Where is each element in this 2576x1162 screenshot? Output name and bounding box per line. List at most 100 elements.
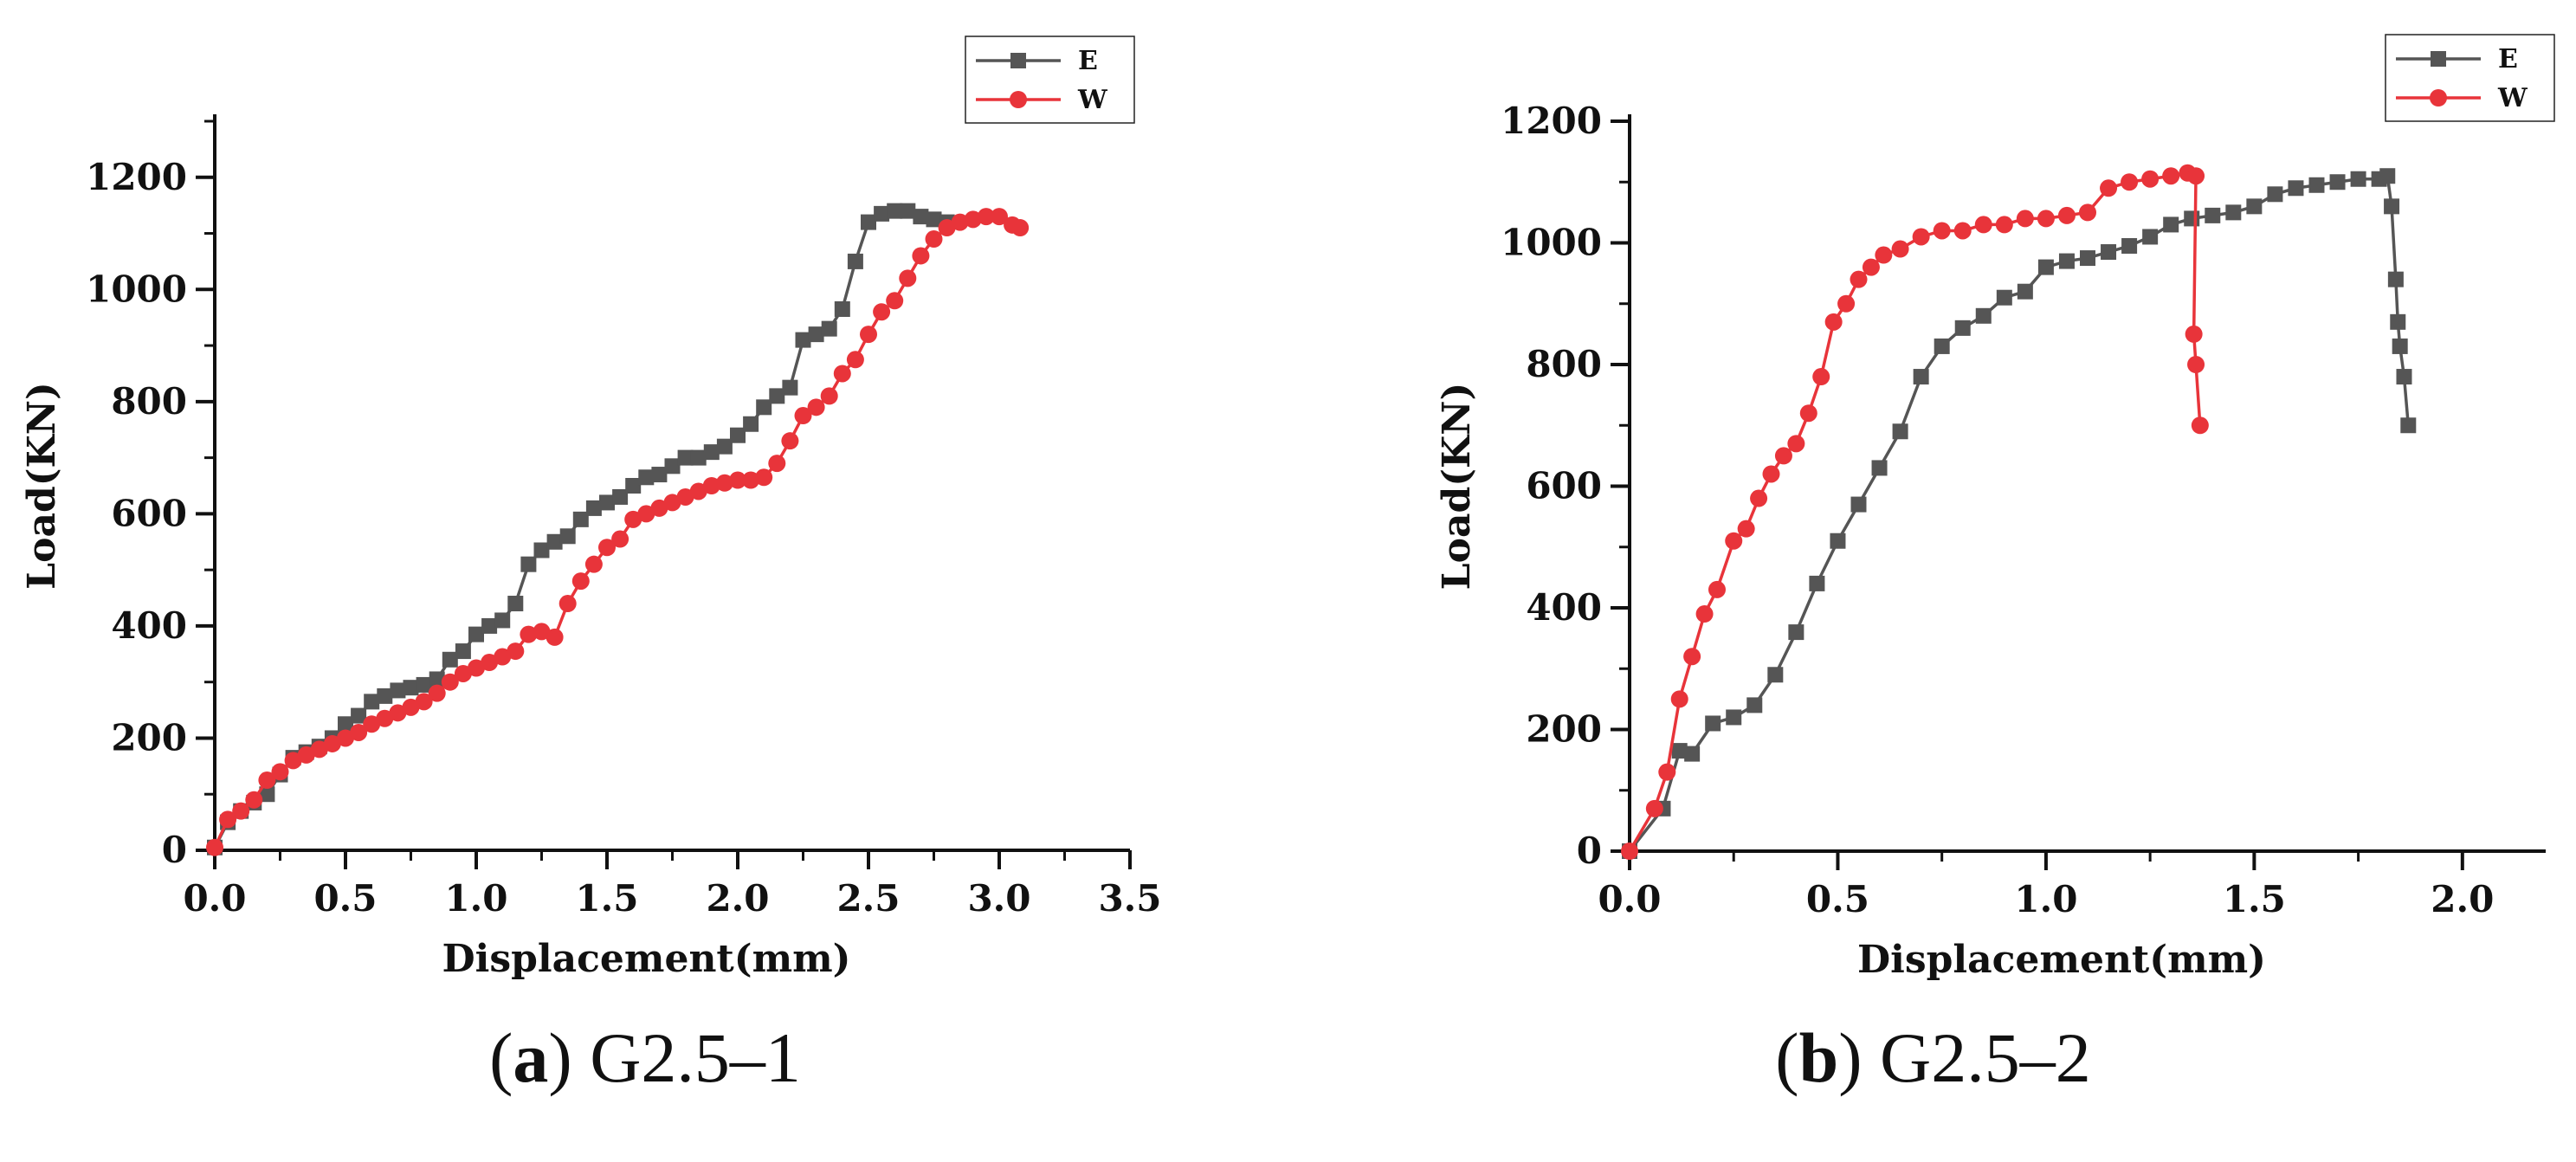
data-point-W [454, 664, 472, 682]
data-point-E [2350, 171, 2366, 187]
data-point-E [351, 707, 367, 724]
data-point-W [494, 648, 512, 666]
data-point-E [1746, 697, 1763, 713]
legend: EW [965, 36, 1135, 124]
data-point-W [873, 303, 891, 321]
data-point-E [874, 205, 890, 222]
data-point-W [323, 734, 341, 752]
legend-marker-W [1010, 91, 1027, 108]
data-point-E [1671, 743, 1688, 759]
data-point-E [520, 556, 537, 572]
data-point-W [676, 487, 694, 506]
legend-marker-W [2430, 89, 2447, 107]
data-point-E [2387, 271, 2404, 287]
data-point-W [820, 387, 838, 405]
data-point-W [1787, 435, 1805, 453]
data-point-W [637, 505, 655, 523]
data-point-E [1726, 709, 1742, 726]
data-point-E [743, 416, 759, 432]
data-point-E [259, 786, 275, 803]
data-point-W [219, 810, 237, 829]
data-point-W [977, 208, 995, 226]
y-tick-label: 200 [111, 716, 187, 759]
x-tick-label: 3.0 [967, 877, 1030, 920]
data-point-E [756, 399, 772, 416]
data-point-W [2187, 356, 2205, 373]
data-point-E [1850, 496, 1867, 513]
data-point-W [2141, 170, 2160, 188]
data-point-E [2396, 369, 2412, 385]
data-point-E [1809, 575, 1825, 591]
data-point-E [364, 694, 380, 710]
legend-label-W: W [1077, 85, 1108, 115]
data-point-W [1812, 368, 1830, 386]
y-tick-label: 200 [1526, 708, 1602, 751]
data-point-E [716, 438, 733, 455]
x-tick-label: 0.5 [313, 877, 377, 920]
data-point-E [390, 682, 406, 699]
data-point-E [2121, 238, 2138, 255]
data-point-W [755, 468, 773, 487]
x-axis-label: Displacement(mm) [1857, 938, 2266, 982]
data-point-W [781, 432, 799, 450]
series-line-E [1628, 173, 2411, 853]
data-point-W [1891, 240, 1909, 258]
caption-b: (b) G2.5–2 [1775, 1018, 2091, 1097]
caption-b-letter: b [1798, 1018, 1839, 1097]
data-point-W [1862, 258, 1880, 276]
data-point-E [795, 332, 811, 348]
data-point-E [599, 494, 615, 511]
data-point-E [559, 528, 576, 545]
data-point-W [1850, 270, 1868, 288]
data-point-W [2079, 203, 2096, 222]
data-point-W [337, 729, 354, 747]
data-point-W [1750, 489, 1768, 507]
data-point-E [808, 326, 824, 343]
x-tick-label: 2.5 [836, 877, 900, 920]
data-point-E [2400, 417, 2417, 434]
y-tick-label: 1000 [86, 268, 187, 310]
data-point-W [245, 791, 263, 809]
y-tick-label: 600 [1526, 465, 1602, 507]
data-point-W [1824, 313, 1843, 331]
data-point-E [887, 203, 903, 219]
data-point-W [1933, 222, 1951, 240]
x-tick-label: 2.0 [2431, 878, 2494, 920]
x-tick-label: 0.5 [1806, 878, 1869, 920]
data-point-E [612, 488, 629, 505]
data-point-E [2101, 244, 2117, 261]
data-point-W [558, 595, 577, 613]
data-point-E [625, 478, 642, 494]
data-point-W [2100, 179, 2118, 197]
data-point-W [912, 247, 930, 265]
data-point-W [611, 530, 629, 548]
data-point-W [428, 684, 446, 702]
legend-marker-E [2431, 51, 2446, 67]
data-point-W [468, 659, 485, 677]
data-point-E [1996, 289, 2012, 306]
data-point-W [389, 704, 407, 722]
data-point-W [886, 292, 904, 310]
x-tick-label: 1.5 [2223, 878, 2286, 920]
data-point-E [494, 612, 511, 629]
data-point-E [900, 203, 916, 219]
data-point-W [742, 471, 760, 489]
data-point-E [1705, 715, 1721, 732]
data-point-E [2142, 229, 2159, 245]
data-point-W [1974, 216, 1992, 234]
data-point-E [821, 320, 837, 337]
series-W [1621, 164, 2209, 860]
data-point-W [2057, 206, 2076, 224]
data-point-W [1875, 246, 1893, 264]
series-E [1622, 168, 2417, 859]
data-point-W [520, 625, 538, 643]
data-point-W [546, 628, 564, 646]
data-point-W [1799, 404, 1817, 423]
data-point-E [2288, 180, 2304, 197]
data-point-E [2390, 313, 2406, 330]
data-point-W [794, 407, 812, 425]
data-point-E [913, 209, 929, 225]
y-tick-label: 0 [1577, 830, 1602, 872]
chart-b: 0 200 400 600 800 1000 1200 0.0 0.5 1.0 1.5 2.0 Disp… [1435, 34, 2555, 982]
data-point-W [232, 802, 250, 820]
